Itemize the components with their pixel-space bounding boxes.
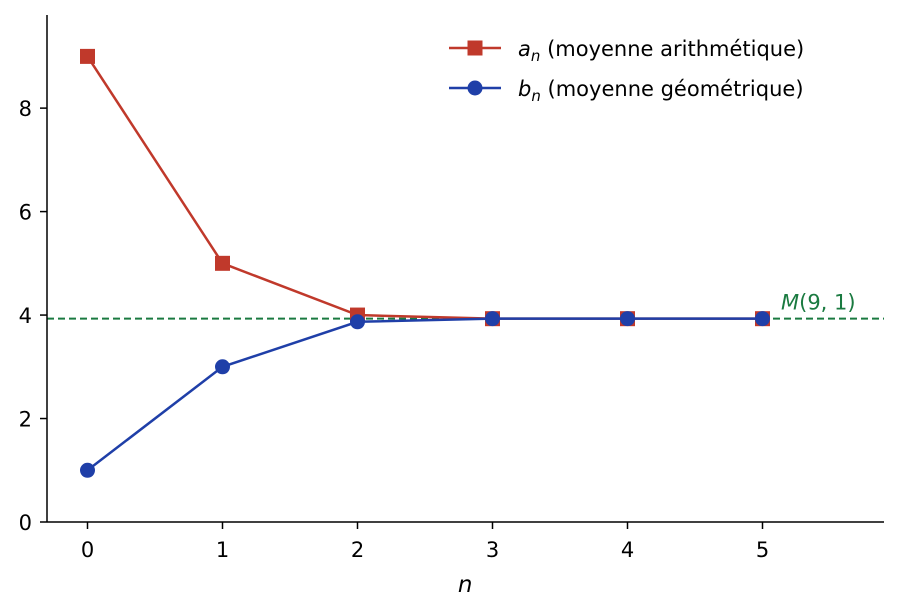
x-tick-label-2: 2 [351,538,364,562]
x-tick-label-5: 5 [756,538,769,562]
legend-label-a: an (moyenne arithmétique) [518,37,804,65]
legend-b-subscript: n [531,87,541,105]
y-tick-label-1: 2 [19,408,32,432]
x-tick-label-0: 0 [81,538,94,562]
y-tick-label-2: 4 [19,304,32,328]
x-tick-label-1: 1 [216,538,229,562]
legend-entry-a: an (moyenne arithmétique) [449,37,804,65]
x-axis-label: n [458,572,473,598]
series-1-point-0 [80,462,95,478]
legend-entry-b: bn (moyenne géométrique) [449,77,804,105]
legend-marker-a [467,40,483,56]
series-1-point-5 [755,311,770,327]
series-layer [80,48,770,478]
axes: 0 1 2 3 4 5 0 2 4 6 8 [19,15,884,562]
series-line-1 [86,317,763,472]
reference-line-label: M(9, 1) [781,291,856,315]
legend-b-symbol: b [518,77,531,101]
legend-marker-b [467,80,483,96]
y-tick-label-3: 6 [19,201,32,225]
legend-a-text: (moyenne arithmétique) [540,37,804,61]
series-1-point-1 [215,359,230,375]
y-tick-label-4: 8 [19,97,32,121]
x-tick-label-4: 4 [621,538,634,562]
legend: an (moyenne arithmétique) bn (moyenne gé… [449,37,804,105]
series-1-point-2 [350,314,365,330]
legend-a-subscript: n [531,47,541,65]
y-tick-label-0: 0 [19,511,32,535]
legend-b-text: (moyenne géométrique) [541,77,804,101]
legend-label-b: bn (moyenne géométrique) [518,77,804,105]
series-1-point-4 [620,311,635,327]
series-0-point-1 [215,255,230,271]
x-tick-label-3: 3 [486,538,499,562]
series-0-point-0 [80,48,95,64]
series-1-point-3 [485,311,500,327]
legend-a-symbol: a [518,37,531,61]
reference-label-prefix: M [781,291,799,315]
reference-label-args: (9, 1) [799,291,855,315]
